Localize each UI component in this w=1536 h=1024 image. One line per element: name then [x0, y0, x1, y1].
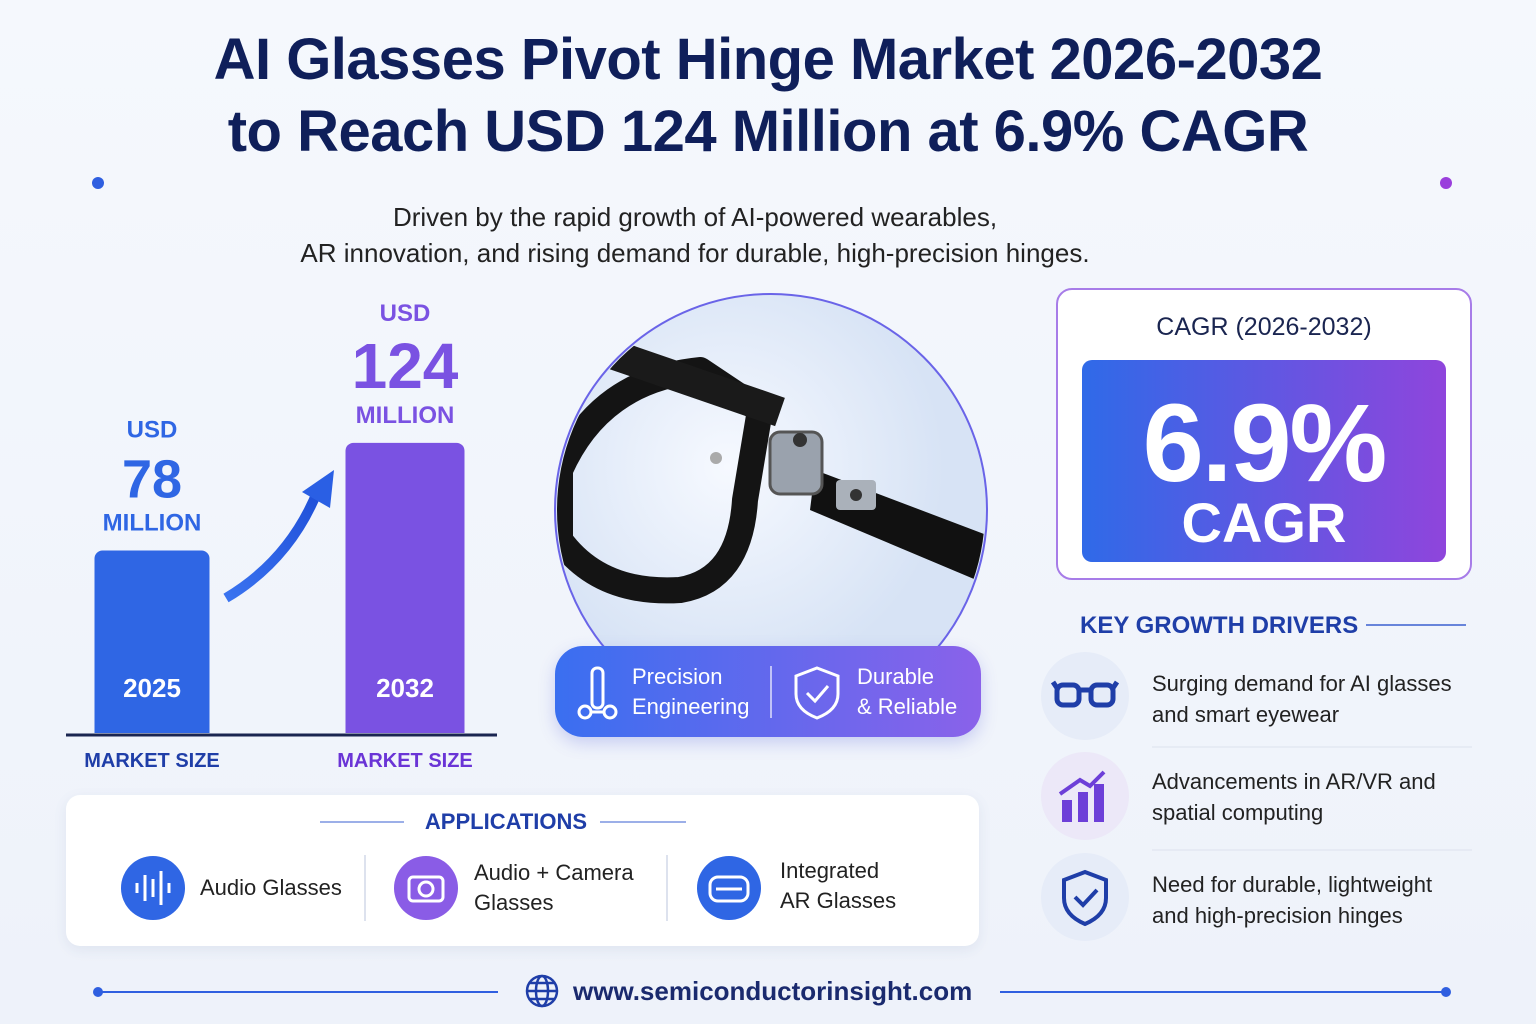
applications-box: APPLICATIONS Audio Glasses Audio + Camer…: [66, 795, 979, 946]
app-text: AR Glasses: [780, 888, 897, 913]
applications-title: APPLICATIONS: [424, 809, 588, 834]
driver-text: and high-precision hinges: [1152, 903, 1403, 928]
cagr-box: [1082, 360, 1446, 562]
feature-text: Durable: [857, 664, 935, 689]
feature-pill: Precision Engineering Durable & Reliable: [555, 646, 981, 737]
bar: [94, 550, 210, 733]
app-text: Audio + Camera: [474, 860, 634, 885]
driver-text: spatial computing: [1152, 800, 1324, 825]
drivers-title: KEY GROWTH DRIVERS: [1080, 612, 1359, 639]
cagr-unit: CAGR: [1181, 491, 1347, 554]
website: www.semiconductorinsight.com: [573, 976, 973, 1006]
value-prefix: USD: [127, 416, 178, 443]
app-text: Audio Glasses: [200, 875, 342, 900]
value-label: 124: [352, 330, 459, 402]
x-label: MARKET SIZE: [337, 750, 473, 772]
app-icons: [121, 821, 761, 921]
title-line: to Reach USD 124 Million at 6.9% CAGR: [227, 99, 1309, 164]
value-suffix: MILLION: [356, 402, 455, 429]
feature-text: Engineering: [632, 694, 750, 719]
feature-text: Precision: [632, 664, 723, 689]
bar-category: 2032: [376, 673, 434, 703]
driver-text: Need for durable, lightweight: [1152, 872, 1433, 897]
value-suffix: MILLION: [103, 509, 202, 536]
value-prefix: USD: [380, 300, 431, 327]
feature-text: & Reliable: [857, 694, 958, 719]
subtitle-line: Driven by the rapid growth of AI-powered…: [392, 202, 998, 232]
driver-text: Advancements in AR/VR and: [1152, 769, 1436, 794]
cagr-value: 6.9%: [1142, 382, 1388, 505]
cagr-label: CAGR (2026-2032): [1156, 313, 1372, 341]
bar-foot: [94, 723, 210, 733]
subtitle-line: AR innovation, and rising demand for dur…: [300, 238, 1090, 268]
app-text: Glasses: [474, 890, 554, 915]
bar-foot: [345, 723, 465, 733]
driver-text: Surging demand for AI glasses: [1152, 671, 1452, 696]
feature-icons: [577, 666, 840, 720]
value-label: 78: [122, 449, 182, 509]
driver-text: and smart eyewear: [1152, 702, 1340, 727]
bar-category: 2025: [123, 673, 181, 703]
bar: [345, 442, 465, 733]
app-text: Integrated: [780, 858, 880, 883]
title-line: AI Glasses Pivot Hinge Market 2026-2032: [213, 27, 1323, 92]
x-label: MARKET SIZE: [84, 750, 220, 772]
